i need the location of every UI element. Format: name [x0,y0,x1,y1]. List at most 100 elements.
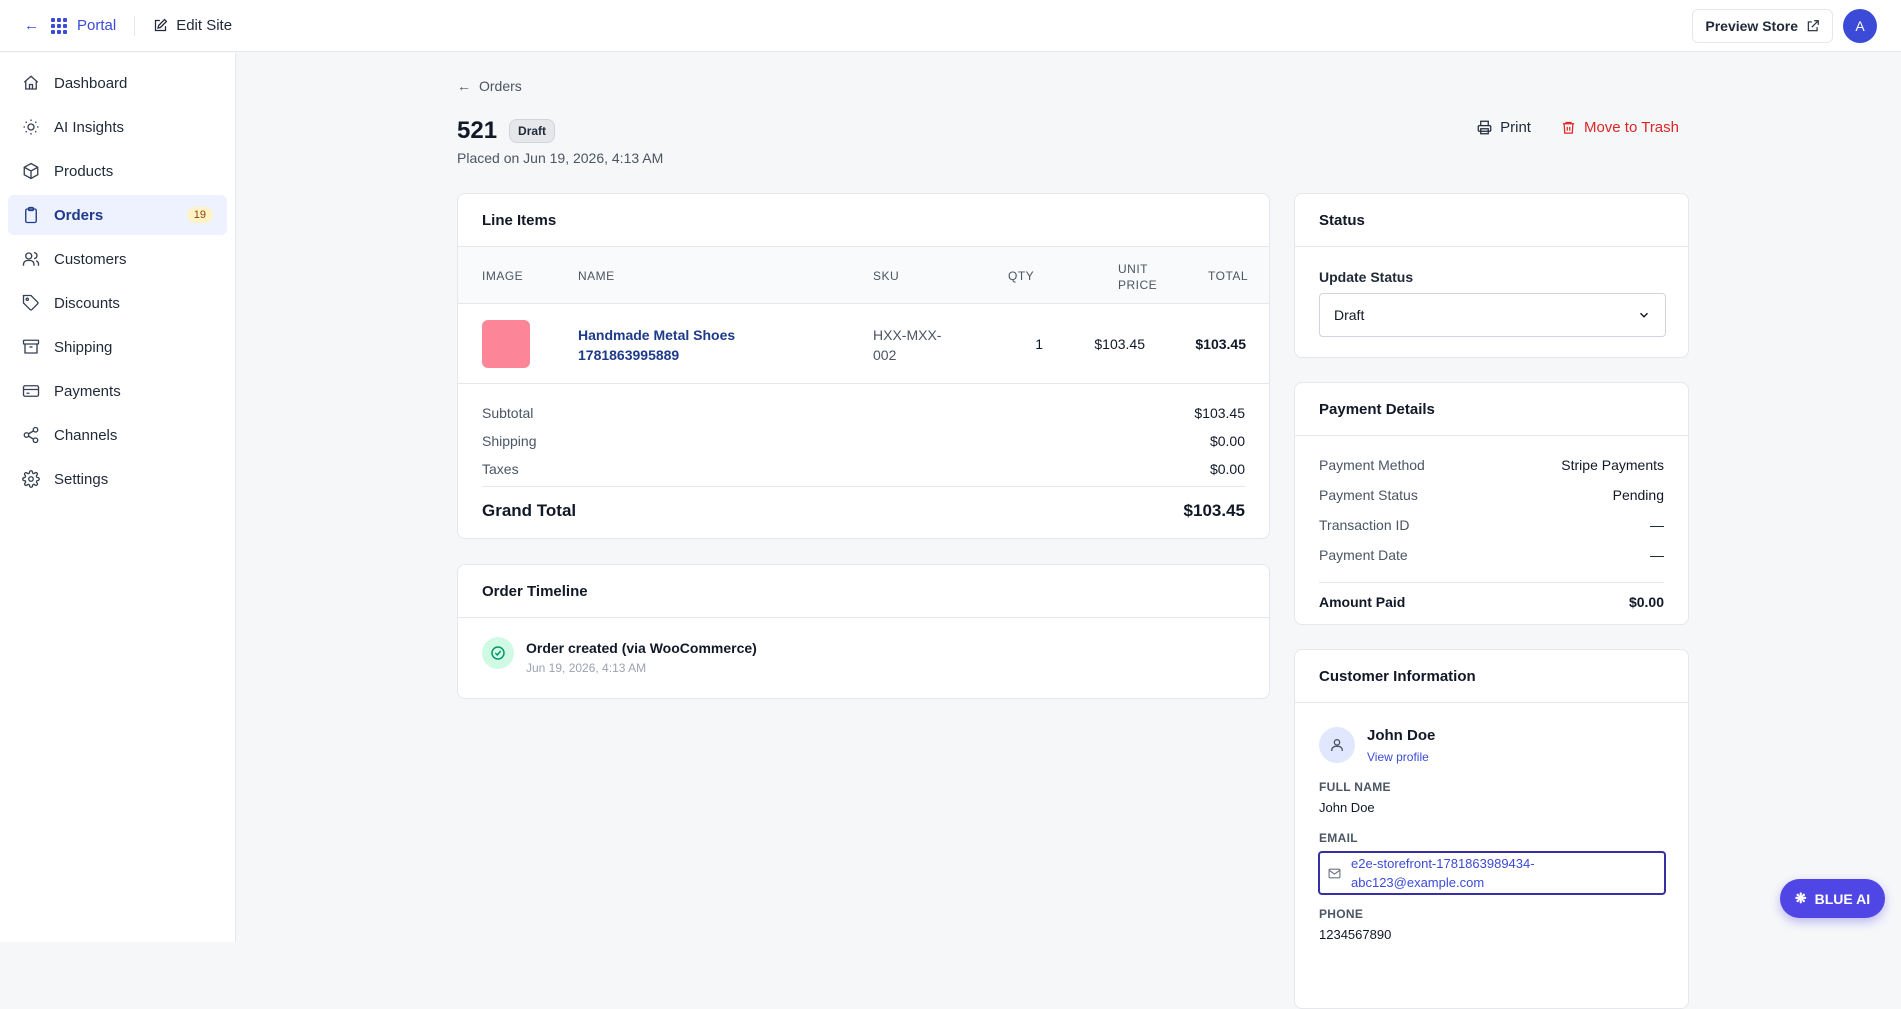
email-value: e2e-storefront-1781863989434- abc123@exam… [1351,854,1535,892]
product-total: $103.45 [1195,336,1246,352]
order-number: 521 [457,117,498,144]
edit-site-label: Edit Site [176,17,233,34]
email-value-line1: e2e-storefront-1781863989434- [1351,856,1535,871]
sidebar-item-settings[interactable]: Settings [8,459,227,499]
customer-information-card: Customer Information John Doe View profi… [1294,649,1689,1009]
subtotal-value: $103.45 [1194,405,1245,421]
taxes-label: Taxes [482,461,519,477]
move-to-trash-button[interactable]: Move to Trash [1561,119,1679,136]
product-sku: HXX-MXX- 002 [873,325,953,365]
summary-divider [482,486,1245,487]
view-profile-link[interactable]: View profile [1367,750,1429,764]
credit-card-icon [22,385,40,397]
edit-site-button[interactable]: Edit Site [153,17,232,34]
sidebar-item-ai-insights[interactable]: AI Insights [8,107,227,147]
mail-icon [1328,868,1341,878]
update-status-label: Update Status [1319,269,1414,285]
product-id: 1781863995889 [578,347,680,363]
sidebar-item-payments[interactable]: Payments [8,371,227,411]
sidebar-item-label: Discounts [54,294,120,312]
payment-date-row: Payment Date — [1319,547,1664,563]
payment-status-row: Payment Status Pending [1319,487,1664,503]
archive-icon [22,339,40,354]
payment-status-value: Pending [1612,487,1664,503]
amount-paid-value: $0.00 [1628,594,1664,610]
customer-name: John Doe [1367,727,1436,744]
status-title: Status [1295,194,1688,247]
edit-icon [155,18,168,32]
sidebar-item-channels[interactable]: Channels [8,415,227,455]
payment-method-row: Payment Method Stripe Payments [1319,457,1664,473]
print-button[interactable]: Print [1477,119,1531,136]
sidebar-item-orders[interactable]: Orders 19 [8,195,227,235]
sidebar-item-label: AI Insights [54,118,125,136]
timeline-event-time: Jun 19, 2026, 4:13 AM [526,661,647,675]
table-row: Handmade Metal Shoes 1781863995889 HXX-M… [458,304,1269,384]
col-sku: SKU [873,269,900,283]
grand-total-row: Grand Total $103.45 [482,501,1245,521]
sidebar-item-customers[interactable]: Customers [8,239,227,279]
col-qty: QTY [1008,269,1035,283]
preview-store-label: Preview Store [1705,17,1798,34]
payment-method-value: Stripe Payments [1561,457,1664,473]
transaction-id-row: Transaction ID — [1319,517,1664,533]
page-title: 521 Draft [457,117,556,145]
portal-link[interactable]: Portal [51,17,116,34]
box-icon [23,162,39,180]
col-name: NAME [578,269,615,283]
breadcrumb[interactable]: ← Orders [457,78,522,94]
customer-title: Customer Information [1295,650,1688,703]
phone-label: PHONE [1319,907,1364,921]
sidebar-item-discounts[interactable]: Discounts [8,283,227,323]
back-arrow-icon[interactable]: ← [24,17,39,34]
status-select[interactable]: Draft [1319,293,1666,337]
blue-ai-button[interactable]: ❋ BLUE AI [1780,879,1885,918]
payment-date-value: — [1650,547,1664,563]
order-timeline-card: Order Timeline Order created (via WooCom… [457,564,1270,699]
user-avatar[interactable]: A [1843,8,1877,43]
subtotal-label: Subtotal [482,405,534,421]
sidebar: Dashboard AI Insights Products Orders 19… [0,53,236,942]
status-card: Status Update Status Draft [1294,193,1689,358]
sidebar-item-shipping[interactable]: Shipping [8,327,227,367]
print-label: Print [1500,119,1531,136]
product-qty: 1 [1035,336,1043,352]
trash-label: Move to Trash [1583,119,1679,136]
email-label: EMAIL [1319,831,1358,845]
product-name-link[interactable]: Handmade Metal Shoes 1781863995889 [578,325,778,365]
check-circle-icon [482,637,514,669]
home-icon [23,75,39,90]
top-bar: ← Portal Edit Site Preview Store A [0,0,1901,52]
breadcrumb-orders: Orders [479,78,522,94]
payment-date-label: Payment Date [1319,547,1408,563]
sidebar-item-products[interactable]: Products [8,151,227,191]
shipping-label: Shipping [482,433,537,449]
product-thumbnail [482,320,530,368]
orders-count-badge: 19 [186,207,213,223]
tag-icon [22,294,39,311]
sidebar-item-label: Dashboard [54,74,128,92]
clipboard-icon [25,206,37,224]
line-items-title: Line Items [458,194,1269,247]
sidebar-item-label: Payments [54,382,121,400]
sidebar-item-label: Settings [54,470,109,488]
payment-title: Payment Details [1295,383,1688,436]
sidebar-item-dashboard[interactable]: Dashboard [8,63,227,103]
col-unit-price-line2: PRICE [1118,278,1158,292]
product-unit-price: $103.45 [1094,336,1145,352]
shipping-value: $0.00 [1209,433,1245,449]
grid-icon [51,17,67,34]
product-name: Handmade Metal Shoes [578,327,736,343]
timeline-title: Order Timeline [458,565,1269,618]
status-selected-value: Draft [1334,307,1365,323]
chevron-down-icon [1639,312,1649,318]
portal-label: Portal [77,17,117,34]
user-icon [1319,727,1355,763]
external-link-icon [1807,19,1819,31]
arrow-left-icon: ← [457,78,471,94]
grand-total-label: Grand Total [482,501,577,520]
preview-store-button[interactable]: Preview Store [1692,8,1833,43]
payment-method-label: Payment Method [1319,457,1425,473]
payment-divider [1319,582,1664,583]
email-field[interactable]: e2e-storefront-1781863989434- abc123@exam… [1318,851,1666,895]
